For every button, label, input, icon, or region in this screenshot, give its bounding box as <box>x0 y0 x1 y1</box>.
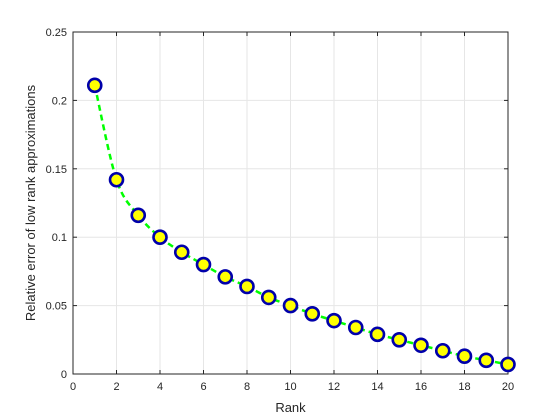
x-tick-label: 16 <box>415 381 427 393</box>
x-tick-label: 14 <box>371 381 383 393</box>
data-point <box>152 229 168 245</box>
data-point <box>108 171 125 188</box>
x-tick-label: 4 <box>157 381 163 393</box>
y-tick-label: 0.25 <box>46 27 67 39</box>
data-point <box>456 348 473 365</box>
y-tick-label: 0 <box>61 369 67 381</box>
data-point <box>326 312 342 329</box>
data-point <box>282 297 299 314</box>
data-point <box>260 289 277 306</box>
data-point <box>195 256 212 273</box>
data-point <box>217 269 234 285</box>
data-point <box>173 244 190 261</box>
axis-ticks: 0 2 4 6 8 10 12 14 16 18 20 0 0.05 0.1 0.15 0.2 0.25 <box>46 27 515 393</box>
x-tick-label: 8 <box>244 381 250 393</box>
data-point <box>413 337 429 354</box>
y-tick-label: 0.2 <box>52 95 67 107</box>
data-point <box>86 77 103 94</box>
y-tick-label: 0.15 <box>46 164 67 176</box>
x-tick-label: 2 <box>113 381 119 393</box>
y-tick-label: 0.05 <box>46 301 67 313</box>
data-point <box>391 331 408 348</box>
data-point <box>239 278 255 295</box>
data-point <box>500 356 516 373</box>
x-tick-label: 6 <box>200 381 206 393</box>
x-tick-label: 20 <box>502 381 514 393</box>
data-point <box>304 306 321 322</box>
x-tick-label: 0 <box>70 381 76 393</box>
data-point <box>369 326 386 343</box>
data-point <box>347 319 364 336</box>
data-point <box>478 352 495 369</box>
data-point <box>130 207 147 224</box>
x-tick-label: 18 <box>458 381 470 393</box>
y-tick-label: 0.1 <box>52 232 67 244</box>
y-axis-label: Relative error of low rank approximation… <box>23 84 38 321</box>
series <box>86 77 516 373</box>
x-tick-label: 10 <box>284 381 296 393</box>
x-tick-label: 12 <box>328 381 340 393</box>
data-point <box>434 342 451 359</box>
x-axis-label: Rank <box>275 400 306 415</box>
